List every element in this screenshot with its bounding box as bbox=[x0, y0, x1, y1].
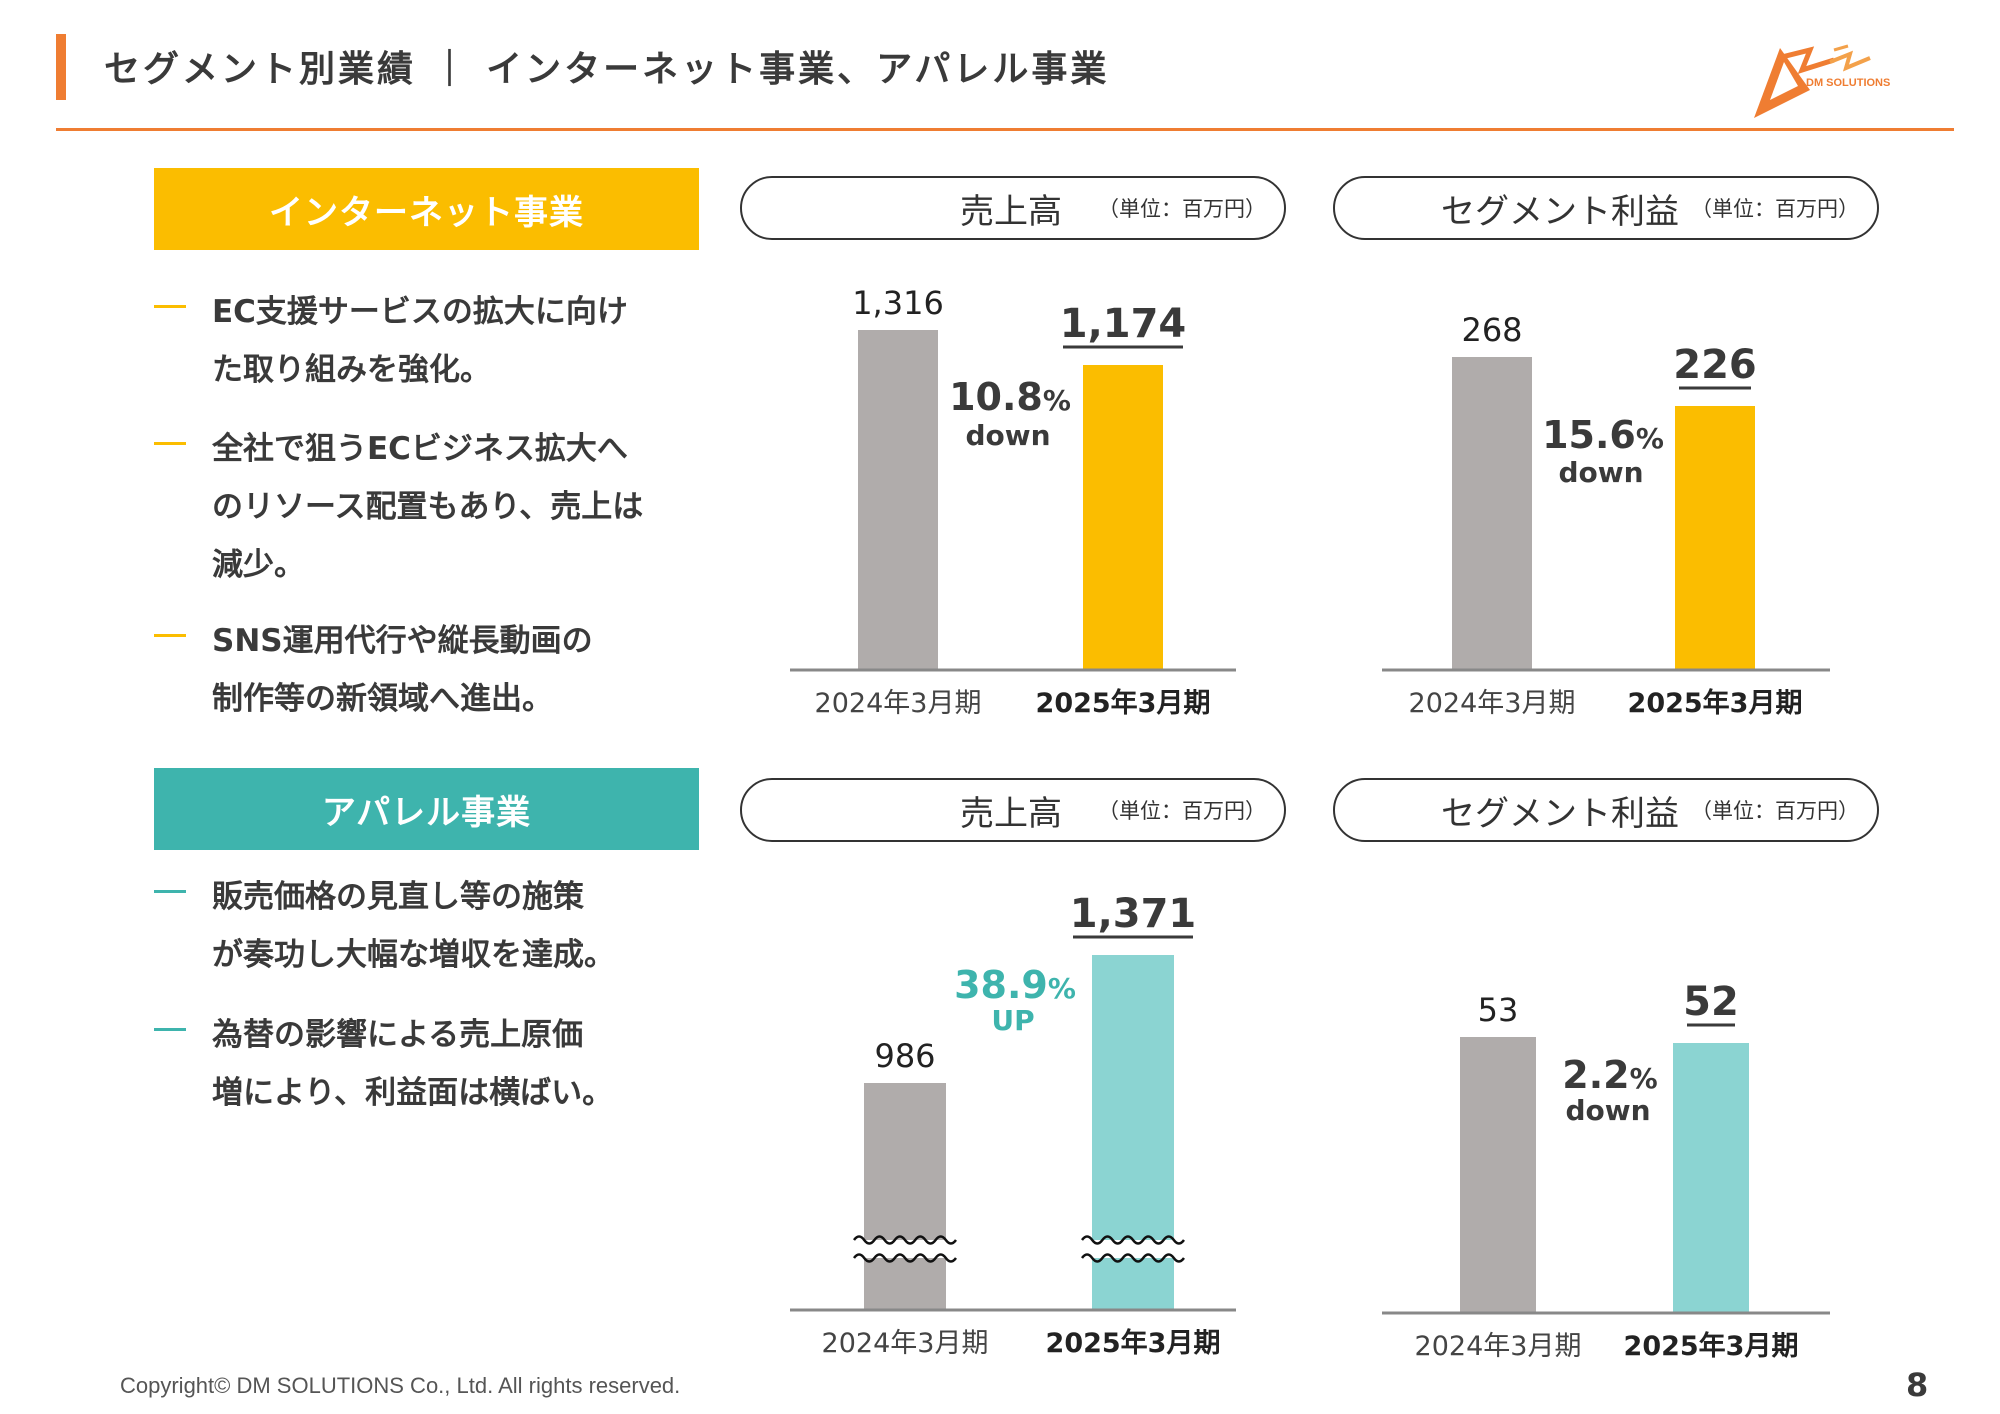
chart-title: 売上高 bbox=[960, 191, 1062, 232]
bullet-line: 全社で狙うECビジネス拡大へ bbox=[212, 431, 628, 467]
change-value: 38.9 bbox=[954, 963, 1048, 1007]
logo-mark-icon: DM SOLUTIONS bbox=[1754, 44, 1890, 118]
x-tick-label: 2025年3月期 bbox=[1046, 1327, 1221, 1359]
company-logo: DM SOLUTIONS bbox=[1750, 40, 1900, 122]
axis-break-wave-icon bbox=[1080, 1253, 1186, 1263]
bullet-text: 販売価格の見直し等の施策 が奏功し大幅な増収を達成。 bbox=[212, 868, 615, 984]
apparel-bullet: 為替の影響による売上原価 増により、利益面は横ばい。 bbox=[154, 1006, 714, 1122]
change-percent-sign: % bbox=[1630, 1062, 1658, 1095]
bar-curr bbox=[1675, 406, 1755, 670]
x-tick-label: 2024年3月期 bbox=[1415, 1331, 1582, 1362]
value-label: 226 bbox=[1673, 342, 1757, 388]
chart-unit: （単位：百万円） bbox=[1691, 799, 1859, 823]
x-tick-label: 2024年3月期 bbox=[1409, 688, 1576, 719]
bullet-line: SNS運用代行や縦長動画の bbox=[212, 623, 593, 659]
page-title: セグメント別業績 ｜ インターネット事業、アパレル事業 bbox=[104, 49, 1110, 90]
change-percent: 38.9% bbox=[954, 963, 1076, 1007]
x-tick-label: 2025年3月期 bbox=[1624, 1330, 1799, 1362]
value-label: 1,174 bbox=[1060, 301, 1187, 347]
bullet-text: 全社で狙うECビジネス拡大へ のリソース配置もあり、売上は 減少。 bbox=[212, 420, 643, 594]
copyright-text: Copyright© DM SOLUTIONS Co., Ltd. All ri… bbox=[120, 1373, 681, 1398]
change-value: 15.6 bbox=[1542, 413, 1636, 457]
internet-bullet: SNS運用代行や縦長動画の 制作等の新領域へ進出。 bbox=[154, 612, 714, 728]
chart-title: 売上高 bbox=[960, 793, 1062, 834]
x-tick-label: 2025年3月期 bbox=[1036, 687, 1211, 719]
value-label: 1,316 bbox=[852, 284, 944, 322]
bullet-dash-icon bbox=[154, 1028, 186, 1031]
bullet-line: 減少。 bbox=[212, 547, 305, 583]
x-tick-label: 2024年3月期 bbox=[822, 1328, 989, 1359]
bar-prev bbox=[1452, 357, 1532, 670]
chart-pill-internet-profit: セグメント利益 （単位：百万円） bbox=[1333, 176, 1879, 240]
value-label: 268 bbox=[1461, 311, 1522, 349]
axis-break-wave-icon bbox=[852, 1235, 958, 1245]
title-accent-bar bbox=[56, 34, 66, 100]
apparel-bullet: 販売価格の見直し等の施策 が奏功し大幅な増収を達成。 bbox=[154, 868, 714, 984]
logo-text: DM SOLUTIONS bbox=[1806, 77, 1890, 89]
change-percent-sign: % bbox=[1043, 384, 1071, 417]
change-direction: down bbox=[1565, 1094, 1650, 1127]
axis-break-wave-icon bbox=[1080, 1235, 1186, 1245]
x-tick-label: 2025年3月期 bbox=[1628, 687, 1803, 719]
change-value: 2.2 bbox=[1562, 1053, 1629, 1097]
bar-prev bbox=[858, 330, 938, 670]
bullet-line: 為替の影響による売上原価 bbox=[212, 1017, 584, 1053]
internet-bullet: 全社で狙うECビジネス拡大へ のリソース配置もあり、売上は 減少。 bbox=[154, 420, 714, 594]
bullet-dash-icon bbox=[154, 305, 186, 308]
change-direction: down bbox=[1558, 456, 1643, 489]
axis-break-wave-icon bbox=[852, 1253, 958, 1263]
change-percent-sign: % bbox=[1048, 972, 1076, 1005]
bullet-line: 増により、利益面は横ばい。 bbox=[212, 1075, 614, 1111]
bullet-line: 販売価格の見直し等の施策 bbox=[212, 879, 584, 915]
bullet-text: 為替の影響による売上原価 増により、利益面は横ばい。 bbox=[212, 1006, 613, 1122]
chart-pill-apparel-sales: 売上高 （単位：百万円） bbox=[740, 778, 1286, 842]
bullet-dash-icon bbox=[154, 634, 186, 637]
chart-pill-apparel-profit: セグメント利益 （単位：百万円） bbox=[1333, 778, 1879, 842]
value-label: 53 bbox=[1478, 991, 1519, 1029]
bar-prev bbox=[1460, 1037, 1536, 1313]
bullet-dash-icon bbox=[154, 442, 186, 445]
value-label: 986 bbox=[874, 1037, 935, 1075]
change-percent-sign: % bbox=[1636, 422, 1664, 455]
change-direction: down bbox=[965, 419, 1050, 452]
chart-title: セグメント利益 bbox=[1441, 191, 1679, 232]
apparel-segment-band: アパレル事業 bbox=[154, 768, 699, 850]
change-percent: 10.8% bbox=[949, 375, 1071, 419]
change-direction: UP bbox=[991, 1004, 1034, 1037]
change-value: 10.8 bbox=[949, 375, 1043, 419]
chart-unit: （単位：百万円） bbox=[1098, 197, 1266, 221]
value-label: 1,371 bbox=[1070, 891, 1197, 937]
bar-prev bbox=[864, 1083, 946, 1310]
change-percent: 2.2% bbox=[1562, 1053, 1657, 1097]
bullet-line: EC支援サービスの拡大に向け bbox=[212, 294, 628, 330]
bullet-line: た取り組みを強化。 bbox=[212, 352, 491, 388]
bullet-line: が奏功し大幅な増収を達成。 bbox=[212, 937, 615, 973]
bullet-text: EC支援サービスの拡大に向け た取り組みを強化。 bbox=[212, 283, 628, 399]
chart-pill-internet-sales: 売上高 （単位：百万円） bbox=[740, 176, 1286, 240]
change-percent: 15.6% bbox=[1542, 413, 1664, 457]
chart-unit: （単位：百万円） bbox=[1098, 799, 1266, 823]
chart-unit: （単位：百万円） bbox=[1691, 197, 1859, 221]
internet-segment-band: インターネット事業 bbox=[154, 168, 699, 250]
bullet-line: のリソース配置もあり、売上は bbox=[212, 489, 644, 525]
bullet-line: 制作等の新領域へ進出。 bbox=[212, 681, 553, 717]
value-label: 52 bbox=[1683, 979, 1739, 1025]
page-number: 8 bbox=[1906, 1366, 1929, 1404]
bullet-text: SNS運用代行や縦長動画の 制作等の新領域へ進出。 bbox=[212, 612, 593, 728]
bullet-dash-icon bbox=[154, 890, 186, 893]
chart-title: セグメント利益 bbox=[1441, 793, 1679, 834]
header-divider bbox=[56, 128, 1954, 131]
bar-curr bbox=[1673, 1043, 1749, 1313]
x-tick-label: 2024年3月期 bbox=[815, 688, 982, 719]
bar-curr bbox=[1083, 365, 1163, 670]
internet-bullet: EC支援サービスの拡大に向け た取り組みを強化。 bbox=[154, 283, 714, 399]
